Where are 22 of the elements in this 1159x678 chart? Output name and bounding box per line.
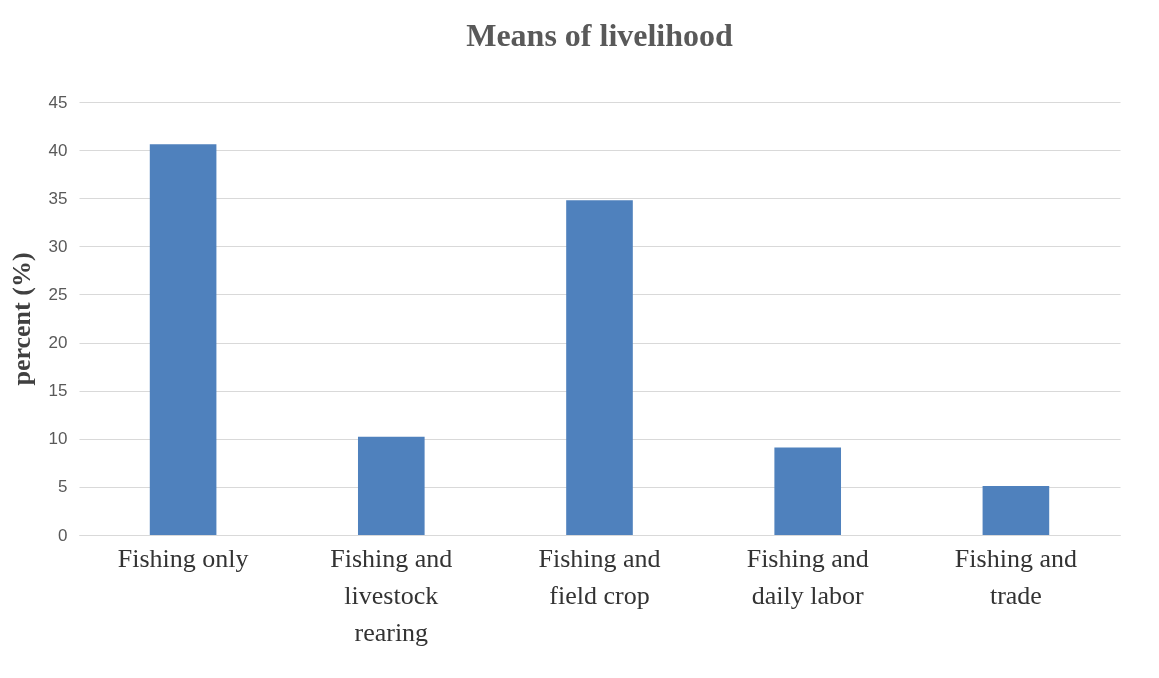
x-tick-label: Fishing and daily labor (746, 543, 869, 610)
y-tick-label: 15 (48, 381, 68, 401)
x-tick-label: Fishing and trade (954, 543, 1077, 610)
y-tick-label: 0 (58, 525, 68, 545)
y-tick-label: 45 (48, 92, 68, 112)
x-tick-label: Fishing only (117, 543, 249, 573)
y-tick-label: 35 (48, 188, 68, 208)
bar (774, 447, 842, 535)
y-tick-label: 25 (48, 284, 68, 304)
y-tick-label: 5 (58, 477, 68, 497)
bar (357, 436, 425, 535)
x-tick-label: Fishing and livestock rearing (330, 543, 453, 647)
y-tick-label: 40 (48, 140, 68, 160)
chart-title: Means of livelihood (466, 17, 734, 53)
y-axis-title: percent (%) (6, 252, 36, 386)
y-tick-label: 20 (48, 333, 68, 353)
y-tick-label: 10 (48, 429, 68, 449)
x-tick-label: Fishing and field crop (538, 543, 661, 610)
bar (566, 200, 633, 535)
y-tick-label: 30 (48, 236, 68, 256)
bar (149, 144, 217, 535)
bar (982, 485, 1050, 535)
